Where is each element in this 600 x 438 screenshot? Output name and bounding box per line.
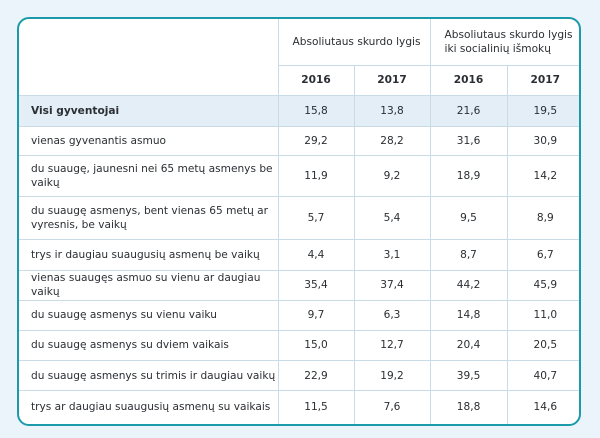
row-label: du suaugę asmenys, bent vienas 65 metų a… [19, 196, 279, 241]
cell-value: 14,2 [507, 155, 579, 198]
cell-value: 14,6 [533, 401, 558, 414]
row-label: Visi gyventojai [19, 95, 279, 128]
cell-value: 20,5 [507, 330, 579, 362]
row-label: vienas suaugęs asmuo su vienu ar daugiau… [19, 270, 279, 302]
year-header: 2016 [430, 65, 508, 96]
cell-value: 8,7 [430, 239, 508, 271]
row-label: trys ar daugiau suaugusių asmenų su vaik… [19, 390, 279, 424]
cell-value: 11,0 [507, 300, 579, 331]
row-label: du suaugę asmenys su trimis ir daugiau v… [19, 360, 279, 391]
cell-value: 6,7 [507, 239, 579, 271]
cell-value: 3,1 [354, 239, 431, 271]
header-group-absolute: Absoliutaus skurdo lygis [278, 19, 431, 66]
cell-value: 4,4 [278, 239, 355, 271]
cell-value: 8,9 [507, 196, 579, 241]
row-label: du suaugę asmenys su vienu vaiku [19, 300, 279, 331]
cell-value: 5,4 [354, 196, 431, 241]
cell-value: 6,3 [354, 300, 431, 331]
cell-value: 18,8 [430, 390, 508, 424]
row-label: du suaugę, jaunesni nei 65 metų asmenys … [19, 155, 279, 198]
cell-value: 22,9 [278, 360, 355, 391]
table-row: trys ir daugiau suaugusių asmenų be vaik… [19, 239, 579, 271]
cell-value: 11,5 [278, 390, 355, 424]
table-row-total: Visi gyventojai 15,8 13,8 21,6 19,5 [19, 95, 579, 128]
table-row: vienas suaugęs asmuo su vienu ar daugiau… [19, 270, 579, 302]
cell-value: 29,2 [278, 126, 355, 156]
table-row: trys ar daugiau suaugusių asmenų su vaik… [19, 390, 579, 424]
cell-value: 15,8 [278, 95, 355, 128]
corner-cell [19, 19, 279, 96]
cell-value: 18,9 [430, 155, 508, 198]
year-header: 2016 [278, 65, 355, 96]
cell-value: 19,2 [354, 360, 431, 391]
cell-value: 35,4 [278, 270, 355, 302]
table-row: du suaugę asmenys, bent vienas 65 metų a… [19, 196, 579, 241]
cell-value: 39,5 [430, 360, 508, 391]
cell-value: 28,2 [354, 126, 431, 156]
cell-value: 9,7 [278, 300, 355, 331]
cell-value: 19,5 [507, 95, 579, 128]
cell-value: 13,8 [354, 95, 431, 128]
cell-value: 20,4 [430, 330, 508, 362]
header-group-pre-transfers: Absoliutaus skurdo lygis iki socialinių … [430, 19, 579, 66]
cell-value: 12,7 [354, 330, 431, 362]
cell-value: 21,6 [430, 95, 508, 128]
cell-value: 15,0 [278, 330, 355, 362]
poverty-table: Absoliutaus skurdo lygis Absoliutaus sku… [19, 19, 579, 424]
table-row: du suaugę asmenys su trimis ir daugiau v… [19, 360, 579, 391]
cell-value: 14,8 [430, 300, 508, 331]
cell-value: 31,6 [430, 126, 508, 156]
cell-value: 45,9 [507, 270, 579, 302]
cell-value: 5,7 [278, 196, 355, 241]
cell-value: 44,2 [430, 270, 508, 302]
cell-value: 9,5 [430, 196, 508, 241]
cell-value: 7,6 [354, 390, 431, 424]
table-row: du suaugę, jaunesni nei 65 metų asmenys … [19, 155, 579, 198]
table-row: du suaugę asmenys su dviem vaikais 15,0 … [19, 330, 579, 362]
year-header: 2017 [354, 65, 431, 96]
table-row: du suaugę asmenys su vienu vaiku 9,7 6,3… [19, 300, 579, 331]
cell-value: 30,9 [507, 126, 579, 156]
row-label: du suaugę asmenys su dviem vaikais [19, 330, 279, 362]
year-header: 2017 [507, 65, 579, 96]
cell-value: 9,2 [354, 155, 431, 198]
row-label: vienas gyvenantis asmuo [19, 126, 279, 156]
poverty-table-card: Absoliutaus skurdo lygis Absoliutaus sku… [17, 17, 581, 426]
cell-value: 11,9 [278, 155, 355, 198]
cell-value: 37,4 [354, 270, 431, 302]
cell-value: 40,7 [507, 360, 579, 391]
row-label: trys ir daugiau suaugusių asmenų be vaik… [19, 239, 279, 271]
table-row: vienas gyvenantis asmuo 29,2 28,2 31,6 3… [19, 126, 579, 156]
